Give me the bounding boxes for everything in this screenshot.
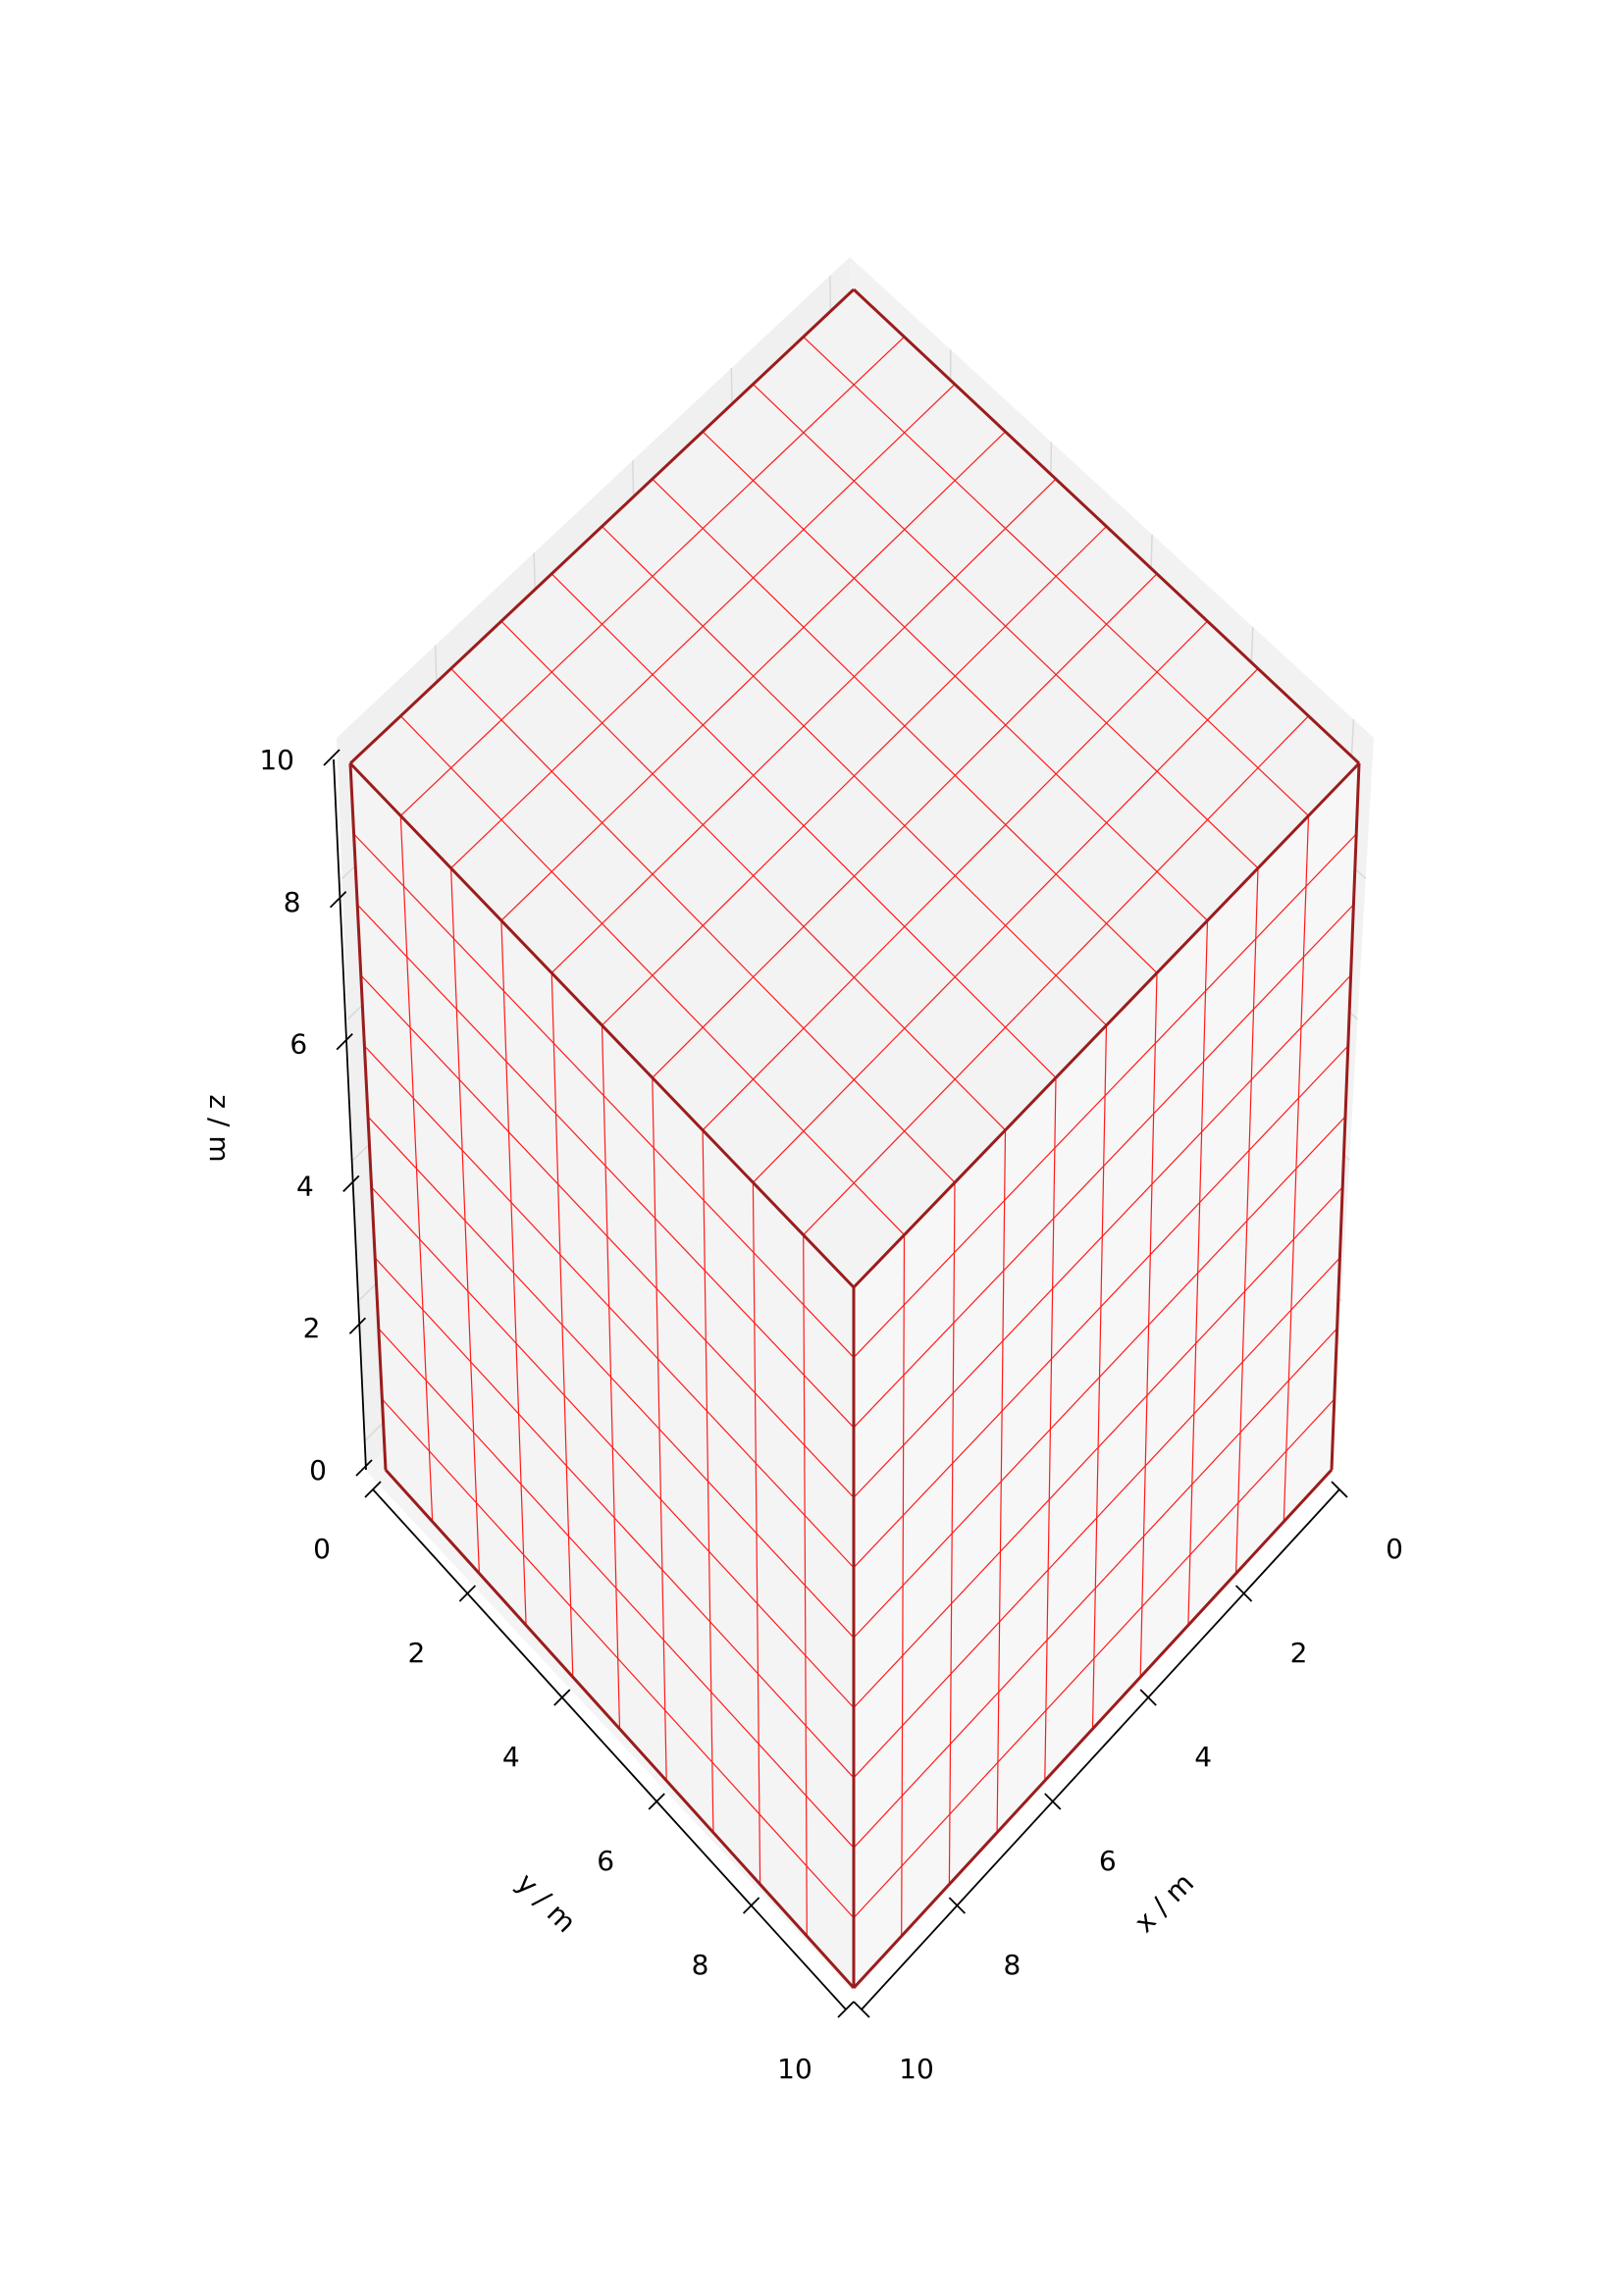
y-tick (837, 2001, 855, 2018)
left-gridline-vertical (702, 1129, 714, 1833)
box-edge (384, 1468, 856, 1990)
z-tick (355, 1459, 373, 1477)
x-tick (948, 1897, 967, 1914)
right-gridline-vertical (1283, 815, 1310, 1522)
box-edge (348, 762, 388, 1471)
right-gridline-vertical (1187, 920, 1209, 1626)
z-tick (336, 1032, 353, 1051)
x-tick (1139, 1689, 1157, 1706)
box-edges (348, 287, 1361, 1990)
y-tick-label: 0 (313, 1533, 331, 1565)
x-tick (1234, 1585, 1253, 1602)
top-gridline-b (752, 667, 1259, 1183)
top-gridline-a (752, 384, 1259, 869)
tick-labels: 0 2 4 6 8 10 0 2 4 6 8 10 0 2 4 6 8 10 (259, 744, 1403, 2085)
right-gridline-vertical (1235, 867, 1259, 1574)
z-axis-label: z / m (203, 1094, 236, 1162)
right-gridline-horizontal (853, 1116, 1346, 1639)
z-tick-label: 6 (289, 1028, 307, 1061)
left-gridline-vertical (803, 1234, 808, 1937)
y-tick-label: 4 (502, 1741, 520, 1773)
y-tick (648, 1793, 665, 1810)
left-gridline-horizontal (381, 1398, 855, 1919)
y-tick-label: 6 (597, 1845, 614, 1877)
x-axis-label: x / m (1127, 1866, 1200, 1939)
z-tick (329, 891, 347, 909)
left-face (350, 763, 854, 1988)
right-gridline-horizontal (853, 1257, 1340, 1779)
x-tick (1331, 1481, 1348, 1498)
x-axis-line (861, 1488, 1340, 2010)
z-tick (348, 1317, 367, 1334)
box-faces (350, 289, 1359, 1988)
top-gridline-a (803, 336, 1309, 816)
y-axis-label: y / m (510, 1866, 583, 1939)
z-axis (323, 749, 373, 1477)
x-tick-label: 10 (899, 2053, 934, 2085)
y-tick-label: 10 (777, 2053, 812, 2085)
box-edge (1330, 762, 1361, 1471)
z-tick (342, 1174, 360, 1193)
box-gridlines (353, 336, 1357, 1937)
x-tick-label: 0 (1386, 1533, 1403, 1565)
top-gridline-b (602, 526, 1107, 1026)
x-axis (853, 1481, 1348, 2018)
x-tick-label: 2 (1290, 1637, 1308, 1669)
top-gridline-b (702, 620, 1208, 1131)
top-gridline-b (652, 573, 1158, 1078)
right-gridline-vertical (1139, 972, 1158, 1678)
right-gridline-horizontal (853, 1328, 1338, 1849)
top-gridline-a (702, 431, 1208, 921)
left-gridline-horizontal (367, 1116, 855, 1639)
y-axis (364, 1481, 855, 2018)
x-tick-label: 8 (1003, 1949, 1021, 1981)
top-gridline-a (652, 478, 1158, 974)
box-edge (348, 761, 856, 1289)
z-tick-label: 10 (259, 744, 294, 776)
box-edge (852, 761, 1361, 1289)
left-gridline-vertical (652, 1077, 667, 1781)
x-tick (1044, 1793, 1062, 1810)
box-edge (348, 287, 856, 765)
box-edge (852, 287, 1361, 765)
z-tick (323, 749, 341, 766)
right-gridline-horizontal (853, 1186, 1343, 1708)
top-gridline-b (803, 715, 1309, 1236)
right-face (854, 763, 1359, 1988)
box-edge (852, 1468, 1334, 1990)
y-tick (364, 1481, 382, 1498)
x-tick-label: 6 (1099, 1845, 1117, 1877)
z-tick-label: 8 (284, 886, 301, 918)
y-tick-label: 2 (407, 1637, 425, 1669)
y-axis-line (372, 1488, 847, 2010)
y-tick-label: 8 (692, 1949, 709, 1981)
z-tick-label: 0 (309, 1454, 327, 1487)
top-face (350, 289, 1359, 1287)
z-tick-label: 4 (296, 1170, 314, 1202)
left-gridline-horizontal (378, 1328, 855, 1849)
left-gridline-vertical (752, 1182, 761, 1885)
x-tick (853, 2001, 870, 2018)
y-tick (553, 1689, 571, 1706)
x-tick-label: 4 (1194, 1741, 1212, 1773)
z-tick-label: 2 (303, 1312, 321, 1344)
z-axis-line (333, 758, 367, 1471)
y-tick (742, 1897, 760, 1914)
left-gridline-horizontal (374, 1257, 855, 1779)
left-gridline-horizontal (371, 1186, 855, 1708)
right-gridline-horizontal (853, 1398, 1336, 1919)
y-tick (458, 1585, 477, 1602)
